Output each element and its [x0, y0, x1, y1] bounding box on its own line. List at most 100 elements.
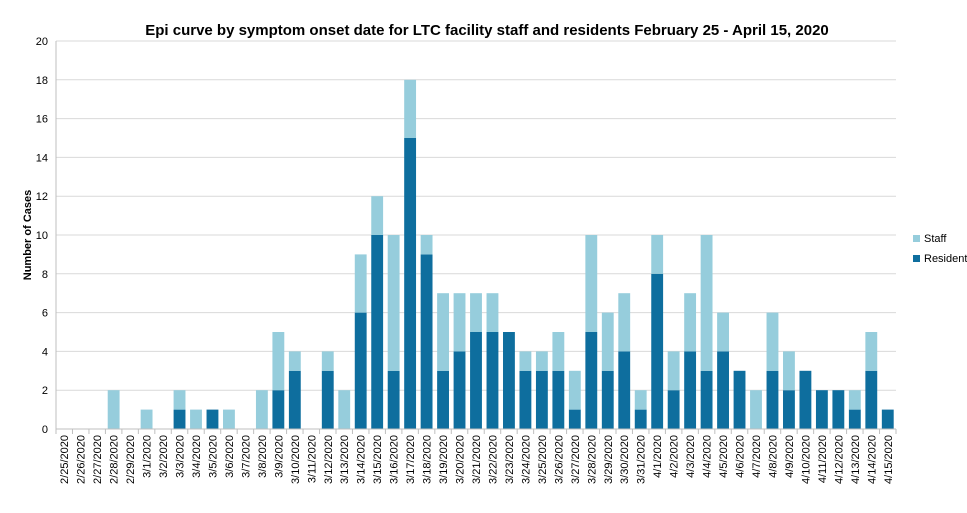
x-tick-label: 2/28/2020	[109, 435, 121, 484]
x-tick-label: 3/1/2020	[142, 435, 154, 478]
x-tick-label: 4/10/2020	[800, 435, 812, 484]
x-tick-label: 3/26/2020	[553, 435, 565, 484]
bar-resident-3-22-2020	[486, 332, 499, 429]
x-tick-label: 3/5/2020	[207, 435, 219, 478]
legend-label-staff: Staff	[924, 233, 947, 245]
bar-staff-4-3-2020	[684, 293, 697, 352]
x-tick-label: 3/20/2020	[455, 435, 467, 484]
bar-resident-3-31-2020	[634, 409, 647, 429]
bar-resident-3-21-2020	[470, 332, 482, 429]
x-tick-label: 2/26/2020	[76, 435, 88, 484]
bar-staff-4-9-2020	[783, 351, 795, 391]
bar-staff-3-18-2020	[420, 235, 433, 255]
bar-staff-3-9-2020	[272, 332, 285, 391]
bar-staff-3-6-2020	[223, 409, 235, 429]
bar-staff-3-28-2020	[585, 235, 598, 332]
bar-resident-3-23-2020	[503, 332, 515, 429]
y-tick-label: 10	[36, 230, 48, 242]
bar-resident-4-2-2020	[667, 390, 680, 429]
bar-resident-4-11-2020	[815, 390, 828, 429]
y-tick-label: 14	[36, 152, 48, 164]
bar-staff-3-17-2020	[404, 79, 417, 138]
x-tick-label: 4/12/2020	[833, 435, 845, 484]
bar-staff-3-26-2020	[552, 332, 565, 371]
x-tick-label: 4/9/2020	[784, 435, 796, 478]
y-tick-label: 2	[42, 385, 48, 397]
bar-staff-3-4-2020	[190, 409, 202, 429]
bar-staff-3-15-2020	[371, 196, 384, 235]
x-tick-label: 4/4/2020	[702, 435, 714, 478]
bar-resident-3-28-2020	[585, 332, 598, 429]
bar-resident-3-24-2020	[519, 370, 532, 429]
x-tick-label: 3/30/2020	[619, 435, 631, 484]
bars-group	[107, 79, 894, 429]
bar-resident-3-10-2020	[288, 370, 301, 429]
bar-resident-4-6-2020	[733, 370, 746, 429]
x-tick-labels: 2/25/2020 2/26/2020 2/27/2020 2/28/2020 2/29…	[59, 435, 895, 484]
x-tick-label: 4/2/2020	[669, 435, 681, 478]
x-tick-label: 3/14/2020	[356, 435, 368, 484]
bar-resident-4-4-2020	[700, 370, 713, 429]
bar-resident-3-3-2020	[173, 409, 186, 429]
bar-staff-3-13-2020	[338, 390, 351, 429]
bar-resident-3-5-2020	[206, 409, 219, 429]
bar-resident-4-14-2020	[865, 370, 878, 429]
y-tick-label: 16	[36, 114, 48, 126]
x-tick-label: 4/15/2020	[883, 435, 895, 484]
legend-label-resident: Resident	[924, 253, 967, 265]
bar-staff-3-31-2020	[634, 390, 647, 410]
bar-staff-3-8-2020	[255, 390, 268, 429]
x-tick-label: 3/24/2020	[520, 435, 532, 484]
bar-staff-3-22-2020	[486, 293, 499, 332]
x-tick-label: 3/19/2020	[438, 435, 450, 484]
x-tick-label: 3/7/2020	[240, 435, 252, 478]
x-tick-label: 2/27/2020	[92, 435, 104, 484]
bar-resident-3-9-2020	[272, 390, 285, 429]
bar-resident-4-15-2020	[881, 409, 894, 429]
x-tick-label: 3/10/2020	[290, 435, 302, 484]
x-tick-label: 3/13/2020	[339, 435, 351, 484]
x-tick-label: 3/27/2020	[570, 435, 582, 484]
bar-resident-4-5-2020	[717, 351, 729, 429]
legend-swatch-resident	[913, 255, 920, 262]
x-tick-label: 2/29/2020	[125, 435, 137, 484]
bar-staff-2-28-2020	[107, 390, 120, 429]
bar-staff-3-30-2020	[618, 293, 631, 352]
x-tick-label: 3/8/2020	[257, 435, 269, 478]
x-tick-label: 3/4/2020	[191, 435, 203, 478]
bar-resident-3-27-2020	[568, 409, 581, 429]
bar-staff-3-14-2020	[354, 254, 367, 313]
x-tick-label: 3/15/2020	[372, 435, 384, 484]
bar-staff-3-1-2020	[140, 409, 153, 429]
x-tick-label: 3/28/2020	[586, 435, 598, 484]
bar-resident-3-14-2020	[354, 312, 367, 429]
y-tick-label: 0	[42, 424, 48, 436]
bar-resident-3-17-2020	[404, 138, 417, 429]
x-tick-label: 3/31/2020	[636, 435, 648, 484]
bar-staff-4-4-2020	[700, 235, 713, 371]
bar-staff-4-14-2020	[865, 332, 878, 371]
bar-staff-4-1-2020	[651, 235, 664, 274]
bar-staff-3-24-2020	[519, 351, 532, 371]
x-tick-label: 2/25/2020	[59, 435, 71, 484]
bar-staff-4-5-2020	[717, 312, 729, 352]
x-tick-label: 4/1/2020	[652, 435, 664, 478]
y-tick-label: 12	[36, 191, 48, 203]
bar-resident-3-26-2020	[552, 370, 565, 429]
x-tick-label: 3/18/2020	[422, 435, 434, 484]
bar-resident-3-18-2020	[420, 254, 433, 429]
bar-staff-3-27-2020	[568, 370, 581, 410]
x-tick-label: 3/6/2020	[224, 435, 236, 478]
y-tick-label: 6	[42, 308, 48, 320]
bar-staff-3-20-2020	[453, 293, 466, 352]
bar-resident-3-19-2020	[437, 370, 449, 429]
x-tick-label: 3/23/2020	[504, 435, 516, 484]
bar-staff-4-13-2020	[848, 390, 861, 410]
x-tick-label: 4/14/2020	[866, 435, 878, 484]
gridlines	[56, 40, 896, 391]
bar-resident-3-15-2020	[371, 235, 384, 429]
x-tick-label: 4/3/2020	[685, 435, 697, 478]
x-tick-label: 3/22/2020	[487, 435, 499, 484]
bar-staff-3-10-2020	[288, 351, 301, 371]
